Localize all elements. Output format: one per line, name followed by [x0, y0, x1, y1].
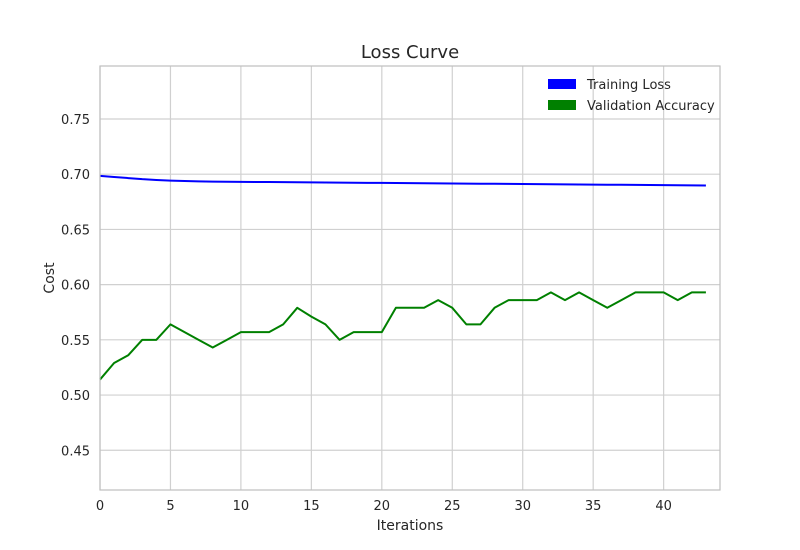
legend-label-training-loss: Training Loss: [586, 78, 671, 93]
legend-swatch-training-loss: [548, 79, 576, 89]
x-tick-label: 10: [233, 499, 250, 514]
y-tick-label: 0.65: [61, 223, 90, 238]
chart-title: Loss Curve: [361, 42, 459, 63]
y-tick-label: 0.50: [61, 389, 90, 404]
y-tick-label: 0.45: [61, 444, 90, 459]
y-ticks: 0.45 0.50 0.55 0.60 0.65 0.70 0.75: [61, 113, 90, 459]
x-tick-label: 25: [444, 499, 461, 514]
series-line-validation-accuracy: [99, 291, 706, 381]
plot-frame: [99, 65, 721, 491]
grid: [99, 66, 720, 490]
legend: Training Loss Validation Accuracy: [548, 78, 715, 114]
x-tick-label: 5: [166, 499, 174, 514]
x-tick-label: 20: [374, 499, 391, 514]
y-axis-label: Cost: [42, 262, 58, 294]
x-tick-label: 40: [655, 499, 672, 514]
x-tick-label: 15: [303, 499, 320, 514]
y-tick-label: 0.75: [61, 113, 90, 128]
x-ticks: 0 5 10 15 20 25 30 35 40: [96, 499, 672, 514]
y-tick-label: 0.55: [61, 334, 90, 349]
legend-label-validation-accuracy: Validation Accuracy: [587, 99, 715, 114]
legend-swatch-validation-accuracy: [548, 100, 576, 110]
x-tick-label: 30: [514, 499, 531, 514]
x-axis-label: Iterations: [377, 518, 444, 534]
series-layer: [99, 174, 706, 381]
y-tick-label: 0.70: [61, 168, 90, 183]
series-line-training-loss: [99, 174, 706, 187]
x-tick-label: 0: [96, 499, 104, 514]
x-tick-label: 35: [585, 499, 602, 514]
y-tick-label: 0.60: [61, 279, 90, 294]
